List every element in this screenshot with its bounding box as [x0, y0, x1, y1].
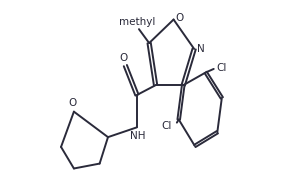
Text: Cl: Cl	[216, 63, 226, 73]
Text: N: N	[197, 44, 205, 54]
Text: NH: NH	[130, 131, 146, 141]
Text: Cl: Cl	[162, 121, 172, 131]
Text: methyl: methyl	[119, 17, 155, 27]
Text: O: O	[69, 98, 77, 108]
Text: O: O	[119, 53, 128, 63]
Text: O: O	[176, 13, 184, 23]
